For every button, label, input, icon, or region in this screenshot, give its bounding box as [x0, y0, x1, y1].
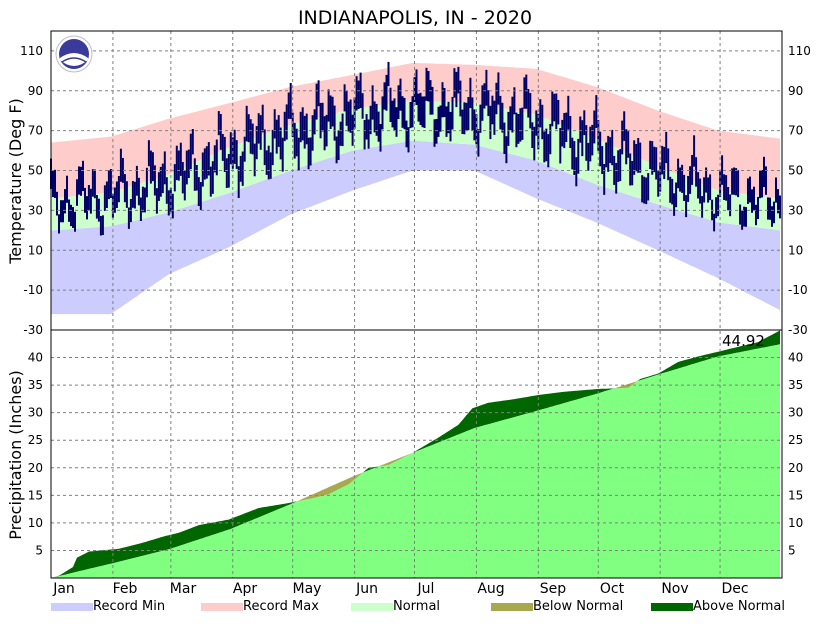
legend-label: Record Max	[243, 599, 319, 614]
precip-tick-label-right: 5	[788, 543, 796, 557]
month-label: Sep	[540, 581, 567, 597]
temp-tick-label-right: 70	[788, 124, 803, 138]
temp-tick-label-right: -10	[788, 283, 808, 297]
legend-swatch	[491, 603, 533, 611]
precip-tick-label-left: 5	[35, 543, 43, 557]
temp-tick-label-right: 110	[788, 44, 811, 58]
legend-label: Normal	[393, 599, 440, 614]
legend-label: Below Normal	[533, 599, 623, 614]
legend-item: Record Min	[51, 599, 165, 614]
temp-tick-label-left: 10	[28, 243, 43, 257]
month-label: May	[293, 581, 322, 597]
axis-tick-labels: 110 110 90 90 70 70 50 50 30 30 10 10 -10 -10 -30 -30 40…	[20, 44, 811, 597]
record-min-band	[51, 140, 780, 315]
precip-tick-label-right: 20	[788, 461, 803, 475]
precip-tick-label-right: 40	[788, 351, 803, 365]
precip-tick-label-left: 15	[28, 488, 43, 502]
legend-label: Above Normal	[693, 599, 785, 614]
legend-swatch	[351, 603, 393, 611]
legend: Record Min Record Max Normal Below Normal Ab…	[51, 599, 785, 614]
month-label: Mar	[170, 581, 197, 597]
precip-tick-label-right: 30	[788, 406, 803, 420]
above-normal-precip-area	[51, 330, 780, 578]
precip-tick-label-right: 35	[788, 378, 803, 392]
month-label: Nov	[661, 581, 688, 597]
temp-tick-label-right: 10	[788, 243, 803, 257]
chart-title: INDIANAPOLIS, IN - 2020	[298, 7, 532, 29]
precip-tick-label-right: 25	[788, 433, 803, 447]
precip-tick-label-left: 25	[28, 433, 43, 447]
legend-item: Below Normal	[491, 599, 623, 614]
month-label: Jul	[417, 581, 435, 597]
legend-swatch	[51, 603, 93, 611]
month-label: Apr	[233, 581, 257, 597]
record-max-band	[51, 62, 780, 199]
legend-item: Normal	[351, 599, 440, 614]
precip-tick-label-left: 20	[28, 461, 43, 475]
temp-tick-label-right: 30	[788, 203, 803, 217]
precip-total-label: 44.92	[722, 332, 765, 350]
precip-tick-label-right: 15	[788, 488, 803, 502]
precip-tick-label-right: 10	[788, 516, 803, 530]
month-label: Aug	[477, 581, 504, 597]
legend-swatch	[201, 603, 243, 611]
legend-label: Record Min	[93, 599, 165, 614]
temp-tick-label-right: 90	[788, 84, 803, 98]
temp-tick-label-left: 50	[28, 164, 43, 178]
temp-tick-label-left: 30	[28, 203, 43, 217]
month-label: Feb	[113, 581, 138, 597]
month-label: Jan	[52, 581, 75, 597]
temperature-y-label: Temperature (Deg F)	[6, 98, 25, 265]
precip-tick-label-left: 10	[28, 516, 43, 530]
precip-tick-label-left: 30	[28, 406, 43, 420]
temp-tick-label-right: 50	[788, 164, 803, 178]
month-label: Oct	[600, 581, 625, 597]
observed-temperature-bars	[50, 61, 781, 236]
noaa-logo	[55, 35, 93, 73]
month-label: Dec	[721, 581, 748, 597]
temp-tick-label-left: -10	[23, 283, 43, 297]
precipitation-frame	[50, 329, 783, 579]
month-label: Jun	[355, 581, 378, 597]
temp-tick-label-left: -30	[23, 323, 43, 337]
temp-tick-label-left: 90	[28, 84, 43, 98]
precipitation-y-label: Precipitation (Inches)	[6, 370, 25, 540]
temp-tick-label-left: 110	[20, 44, 43, 58]
precip-tick-label-left: 40	[28, 351, 43, 365]
precip-tick-label-left: 35	[28, 378, 43, 392]
legend-swatch	[651, 603, 693, 611]
grid-lines	[51, 31, 782, 578]
normal-precip-area	[51, 344, 780, 578]
temp-tick-label-right: -30	[788, 323, 808, 337]
legend-item: Above Normal	[651, 599, 785, 614]
temp-tick-label-left: 70	[28, 124, 43, 138]
legend-item: Record Max	[201, 599, 319, 614]
